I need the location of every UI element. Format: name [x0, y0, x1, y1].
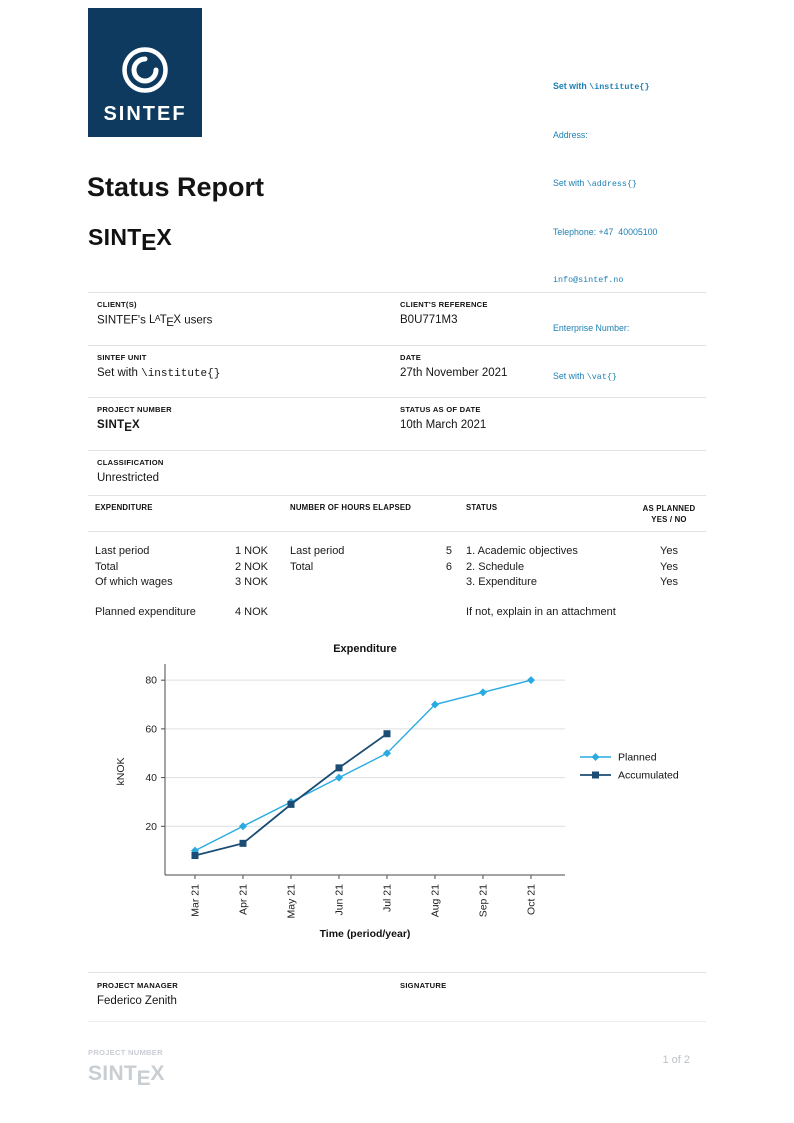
project-manager-name: Federico Zenith [97, 995, 177, 1007]
expenditure-table: EXPENDITURE NUMBER OF HOURS ELAPSED STAT… [88, 495, 706, 634]
svg-text:80: 80 [145, 675, 157, 687]
svg-text:Accumulated: Accumulated [618, 770, 679, 782]
table-row: Yes [660, 560, 678, 573]
table-row: 3. Expenditure [466, 576, 537, 588]
table-row: 2. Schedule [466, 560, 525, 573]
svg-text:May 21: May 21 [286, 884, 298, 919]
svg-text:Apr 21: Apr 21 [238, 884, 250, 915]
svg-text:Time (period/year): Time (period/year) [320, 928, 411, 940]
expenditure-column: Last period 1 NOK Total 2 NOK Of which wag… [88, 544, 284, 620]
svg-text:Aug 21: Aug 21 [430, 884, 442, 917]
project-logo: SINTEX [88, 224, 172, 256]
as-planned-column: Yes Yes Yes [632, 544, 706, 620]
classification-label: CLASSIFICATION [97, 457, 164, 467]
client-reference-label: CLIENT'S REFERENCE [400, 300, 488, 309]
address-value: Set with \address{} [553, 178, 638, 189]
institute-line: Set with \institute{} [553, 81, 650, 92]
clients-value: SINTEF's LATEX users [97, 314, 213, 329]
header-hours: NUMBER OF HOURS ELAPSED [290, 503, 412, 512]
table-row: Total 2 NOK [95, 560, 268, 573]
date-value: 27th November 2021 [400, 366, 508, 379]
table-row: Last period 1 NOK [95, 545, 268, 557]
project-number-value: SINTEX [97, 419, 140, 434]
expenditure-table-body: Last period 1 NOK Total 2 NOK Of which wag… [88, 532, 706, 634]
table-row: Yes [660, 576, 678, 588]
expenditure-chart: 20 40 60 80 Mar 21 Apr 21 May 21 Jun 21 Jul 21 Au… [90, 638, 750, 948]
table-row: Planned expenditure 4 NOK [95, 605, 268, 618]
classification-value: Unrestricted [97, 471, 159, 484]
info-row-project: PROJECT NUMBER SINTEX STATUS AS OF DATE … [88, 397, 706, 450]
vat-value: Set with \vat{} [553, 371, 617, 382]
expenditure-chart-svg: 20 40 60 80 Mar 21 Apr 21 May 21 Jun 21 Jul 21 Au… [115, 643, 679, 940]
svg-text:60: 60 [145, 723, 157, 735]
signature-section: PROJECT MANAGER Federico Zenith SIGNATUR… [88, 972, 706, 1022]
svg-text:Oct 21: Oct 21 [526, 884, 538, 915]
status-note: If not, explain in an attachment [466, 605, 616, 618]
page-title: Status Report [87, 172, 265, 202]
table-row: Yes [660, 545, 678, 557]
svg-text:20: 20 [145, 821, 157, 833]
expenditure-table-header: EXPENDITURE NUMBER OF HOURS ELAPSED STAT… [88, 495, 706, 532]
status-date-value: 10th March 2021 [400, 419, 487, 431]
svg-text:Mar 21: Mar 21 [190, 884, 202, 917]
clients-label: CLIENT(S) [97, 300, 137, 309]
sintef-unit-value: Set with \institute{} [97, 366, 221, 380]
header-as-planned: AS PLANNED YES / NO [642, 504, 696, 524]
signature-label: SIGNATURE [400, 981, 447, 990]
hours-column: Last period 5 Total 6 [284, 544, 460, 620]
email: info@sintef.no [553, 275, 624, 285]
sintef-unit-label: SINTEF UNIT [97, 352, 147, 362]
svg-text:Planned: Planned [618, 752, 657, 764]
sintef-logo-block: SINTEF [88, 8, 202, 137]
table-row: Of which wages 3 NOK [95, 576, 268, 588]
header-status: STATUS [466, 503, 498, 512]
latex-logo: LATEX [149, 314, 182, 329]
page-indicator: 1 of 2 [662, 1054, 690, 1066]
footer-project-number: SINTEX [88, 1062, 165, 1090]
svg-text:Expenditure: Expenditure [333, 643, 397, 655]
address-label: Address: [553, 130, 588, 140]
info-row-clients: CLIENT(S) SINTEF's LATEX users CLIENT'S … [88, 292, 706, 345]
svg-text:Jul 21: Jul 21 [382, 884, 394, 912]
header-expenditure: EXPENDITURE [95, 503, 153, 512]
sintef-logo-icon [122, 47, 168, 93]
svg-text:kNOK: kNOK [115, 757, 127, 785]
enterprise-label: Enterprise Number: [553, 323, 630, 333]
telephone: Telephone: +47 40005100 [553, 227, 658, 237]
svg-text:Jun 21: Jun 21 [334, 884, 346, 916]
client-reference-value: B0U771M3 [400, 314, 458, 326]
svg-text:Sep 21: Sep 21 [478, 884, 490, 917]
contact-info: Set with \institute{} Address: Set with … [553, 46, 771, 417]
page-footer: PROJECT NUMBER SINTEX 1 of 2 [88, 1040, 706, 1100]
table-row: Total 6 [290, 560, 452, 573]
project-number-label: PROJECT NUMBER [97, 405, 172, 414]
date-label: DATE [400, 352, 422, 362]
status-date-label: STATUS AS OF DATE [400, 405, 481, 414]
info-row-classification: CLASSIFICATION Unrestricted [88, 449, 706, 495]
info-table: CLIENT(S) SINTEF's LATEX users CLIENT'S … [88, 292, 706, 495]
table-row: 1. Academic objectives [466, 545, 578, 557]
svg-text:40: 40 [145, 772, 157, 784]
status-column: 1. Academic objectives 2. Schedule 3. Ex… [460, 544, 632, 620]
table-row: Last period 5 [290, 545, 452, 557]
info-row-unit: SINTEF UNIT Set with \institute{} DATE 2… [88, 344, 706, 398]
footer-project-number-label: PROJECT NUMBER [88, 1048, 163, 1057]
project-manager-label: PROJECT MANAGER [97, 981, 178, 990]
sintef-logo-text: SINTEF [103, 103, 187, 125]
